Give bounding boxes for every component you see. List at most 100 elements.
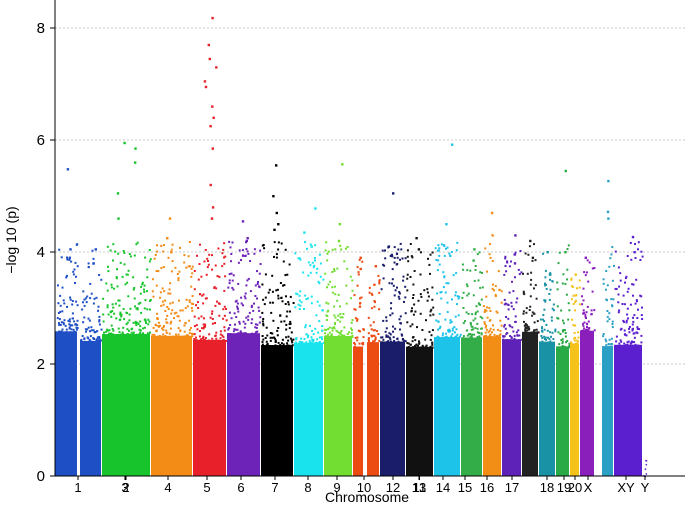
data-point <box>237 261 240 264</box>
data-point <box>543 299 546 302</box>
data-point <box>312 333 315 336</box>
data-point <box>225 339 228 342</box>
data-point <box>62 323 65 326</box>
data-point <box>591 267 594 270</box>
data-point <box>508 265 511 268</box>
data-point <box>644 468 647 470</box>
peak-point <box>387 245 391 248</box>
data-point <box>146 332 149 335</box>
data-point <box>437 328 440 331</box>
data-point <box>570 278 573 281</box>
data-point <box>571 286 574 288</box>
data-point <box>473 279 476 282</box>
x-tick-label: 7 <box>271 480 278 495</box>
data-point <box>424 338 427 341</box>
data-point <box>566 340 569 342</box>
data-point <box>516 334 519 337</box>
data-point <box>539 341 542 344</box>
data-point <box>573 339 576 342</box>
data-point <box>321 325 324 327</box>
data-point <box>454 331 456 334</box>
data-point <box>268 288 271 291</box>
data-point <box>161 327 163 330</box>
data-point <box>223 242 226 245</box>
data-point <box>434 247 437 250</box>
data-point <box>139 325 142 328</box>
data-point <box>431 298 434 301</box>
data-point <box>587 329 590 332</box>
data-point <box>288 344 291 347</box>
data-point <box>439 325 442 328</box>
data-point <box>312 340 314 342</box>
data-point <box>139 320 142 323</box>
data-point <box>558 343 561 346</box>
data-point <box>574 324 577 327</box>
data-point <box>398 292 401 295</box>
data-point <box>503 323 506 326</box>
data-point <box>469 336 472 339</box>
data-point <box>635 278 638 281</box>
data-point <box>458 335 461 338</box>
data-point <box>376 330 378 333</box>
data-point <box>178 270 181 273</box>
data-point <box>572 324 575 327</box>
data-point <box>624 277 627 280</box>
data-point <box>112 243 115 246</box>
data-point <box>223 262 226 265</box>
data-point <box>428 263 431 266</box>
data-point <box>392 284 395 287</box>
data-point <box>351 329 353 332</box>
data-point <box>623 333 626 336</box>
data-point <box>312 338 315 341</box>
data-point <box>466 285 469 288</box>
peak-point <box>134 147 137 150</box>
data-point <box>86 336 89 339</box>
data-point <box>58 248 61 251</box>
data-point <box>411 323 414 326</box>
data-point <box>177 327 180 330</box>
data-point <box>258 309 261 312</box>
data-point <box>58 318 61 321</box>
data-point <box>63 319 66 322</box>
data-point <box>344 247 347 250</box>
data-point <box>228 279 231 282</box>
data-point <box>604 346 607 349</box>
data-point <box>632 283 635 286</box>
data-point <box>68 318 71 321</box>
data-point <box>361 260 364 263</box>
data-point <box>237 333 240 336</box>
data-point <box>381 336 384 339</box>
data-point <box>549 272 552 275</box>
data-point <box>194 339 197 342</box>
data-point <box>282 284 284 287</box>
data-point <box>258 321 261 324</box>
data-point <box>636 332 639 335</box>
data-point <box>228 273 231 276</box>
data-point <box>232 288 235 291</box>
data-point <box>637 248 639 251</box>
data-point <box>610 337 613 340</box>
data-point <box>236 307 239 310</box>
data-point <box>188 301 191 304</box>
data-point <box>117 299 120 302</box>
data-point <box>371 293 374 296</box>
data-point <box>73 330 76 333</box>
data-point <box>273 255 275 258</box>
data-point <box>605 340 608 343</box>
data-point <box>593 267 596 269</box>
data-point <box>166 314 169 317</box>
data-point <box>203 339 206 341</box>
data-point <box>489 327 492 330</box>
data-point <box>326 259 329 262</box>
data-point <box>469 269 472 272</box>
data-point <box>451 329 454 332</box>
data-point <box>619 339 622 342</box>
data-point <box>636 317 639 319</box>
data-point <box>535 331 538 334</box>
data-point <box>484 326 487 329</box>
x-tick-label: 9 <box>333 480 340 495</box>
data-point <box>97 305 100 308</box>
data-point <box>562 329 565 331</box>
data-point <box>499 319 502 322</box>
data-point <box>227 328 230 331</box>
